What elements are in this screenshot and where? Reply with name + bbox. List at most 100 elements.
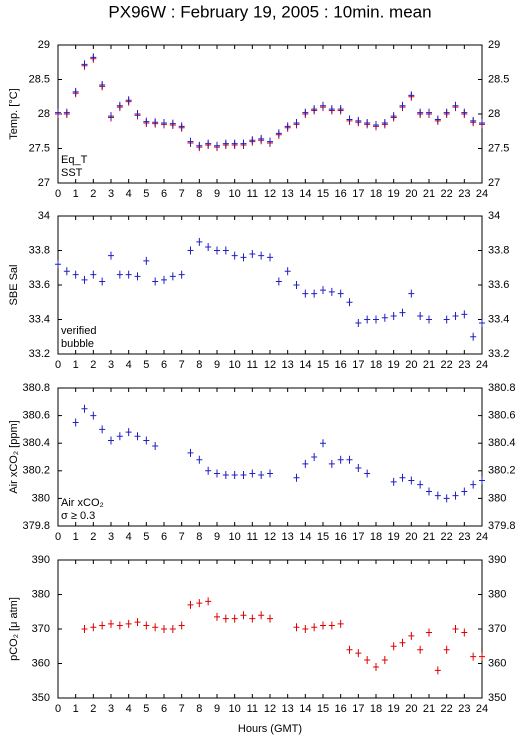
data-point — [240, 253, 247, 262]
data-point — [355, 649, 362, 658]
x-tick-label: 4 — [126, 188, 132, 200]
x-tick-label: 22 — [441, 188, 453, 200]
data-point — [63, 108, 70, 117]
x-tick-label: 13 — [282, 188, 294, 200]
data-point — [390, 112, 397, 121]
data-point — [293, 473, 300, 482]
data-point — [81, 404, 88, 413]
y-tick-label: 33.2 — [488, 348, 509, 360]
data-point — [81, 60, 88, 69]
data-point — [470, 116, 477, 125]
data-point — [470, 480, 477, 489]
y-tick-label: 27 — [488, 177, 500, 189]
x-tick-label: 18 — [370, 359, 382, 371]
x-tick-label: 24 — [476, 188, 488, 200]
y-tick-label: 33.4 — [29, 313, 50, 325]
data-point — [249, 469, 256, 478]
data-point — [258, 611, 265, 620]
data-point — [222, 614, 229, 623]
y-tick-label: 380 — [488, 588, 506, 600]
x-tick-label: 4 — [126, 703, 132, 715]
data-point — [302, 625, 309, 633]
data-point — [293, 118, 300, 127]
data-point — [116, 432, 123, 441]
x-tick-label: 14 — [299, 359, 311, 371]
x-tick-label: 16 — [335, 531, 347, 543]
x-tick-label: 7 — [179, 703, 185, 715]
data-point — [417, 480, 424, 489]
data-point — [258, 134, 265, 143]
x-tick-label: 8 — [196, 531, 202, 543]
x-tick-label: 15 — [317, 188, 329, 200]
data-point — [355, 318, 362, 327]
data-point — [461, 310, 468, 319]
x-tick-label: 1 — [73, 531, 79, 543]
data-point — [134, 618, 141, 627]
x-tick-label: 6 — [161, 531, 167, 543]
data-point — [72, 270, 79, 279]
data-point — [311, 623, 318, 632]
data-point — [161, 118, 167, 127]
data-point — [470, 332, 477, 341]
x-tick-label: 10 — [229, 359, 241, 371]
x-tick-label: 18 — [370, 531, 382, 543]
data-point — [178, 621, 185, 630]
x-tick-label: 11 — [247, 531, 258, 543]
data-point — [81, 625, 88, 633]
data-point — [214, 612, 220, 621]
data-point — [169, 625, 176, 633]
x-tick-label: 24 — [476, 531, 488, 543]
x-tick-label: 21 — [423, 531, 435, 543]
data-point — [320, 286, 326, 295]
data-point — [240, 611, 247, 620]
data-point — [399, 308, 406, 317]
x-tick-label: 20 — [405, 531, 417, 543]
data-point — [461, 487, 468, 496]
data-point — [90, 53, 97, 62]
x-tick-label: 12 — [264, 359, 276, 371]
data-point — [390, 477, 397, 486]
data-point — [390, 642, 397, 651]
data-point — [426, 628, 432, 637]
x-tick-label: 20 — [405, 703, 417, 715]
x-tick-label: 18 — [370, 188, 382, 200]
x-tick-label: 2 — [90, 188, 96, 200]
data-point — [116, 621, 123, 630]
data-point — [381, 118, 388, 127]
data-point — [214, 469, 220, 478]
y-axis-label: Air xCO₂ [ppm] — [8, 420, 20, 493]
data-point — [408, 91, 415, 100]
x-tick-label: 2 — [90, 359, 96, 371]
data-point — [152, 118, 159, 127]
x-tick-label: 12 — [264, 531, 276, 543]
y-tick-label: 33.2 — [29, 348, 50, 360]
data-point — [364, 315, 371, 324]
x-tick-label: 11 — [247, 703, 258, 715]
x-tick-label: 5 — [143, 531, 149, 543]
x-tick-label: 9 — [214, 188, 220, 200]
data-point — [108, 112, 114, 121]
data-point — [390, 312, 397, 321]
y-tick-label: 379.8 — [488, 520, 516, 532]
x-tick-label: 0 — [55, 188, 61, 200]
data-point — [426, 108, 432, 117]
y-tick-label: 27 — [38, 177, 50, 189]
x-tick-label: 20 — [405, 188, 417, 200]
data-point — [222, 139, 229, 148]
data-point — [434, 666, 441, 675]
data-point — [196, 237, 203, 246]
data-point — [249, 249, 256, 258]
x-tick-label: 6 — [161, 703, 167, 715]
data-point — [346, 298, 353, 307]
data-point — [408, 289, 415, 298]
y-tick-label: 380.2 — [22, 465, 50, 477]
x-tick-label: 3 — [108, 188, 114, 200]
data-point — [222, 470, 229, 479]
x-tick-label: 19 — [388, 531, 400, 543]
data-point — [214, 246, 220, 255]
x-tick-label: 12 — [264, 188, 276, 200]
data-point — [116, 270, 123, 279]
x-tick-label: 11 — [247, 359, 258, 371]
data-point — [364, 656, 371, 665]
data-point — [426, 315, 432, 324]
